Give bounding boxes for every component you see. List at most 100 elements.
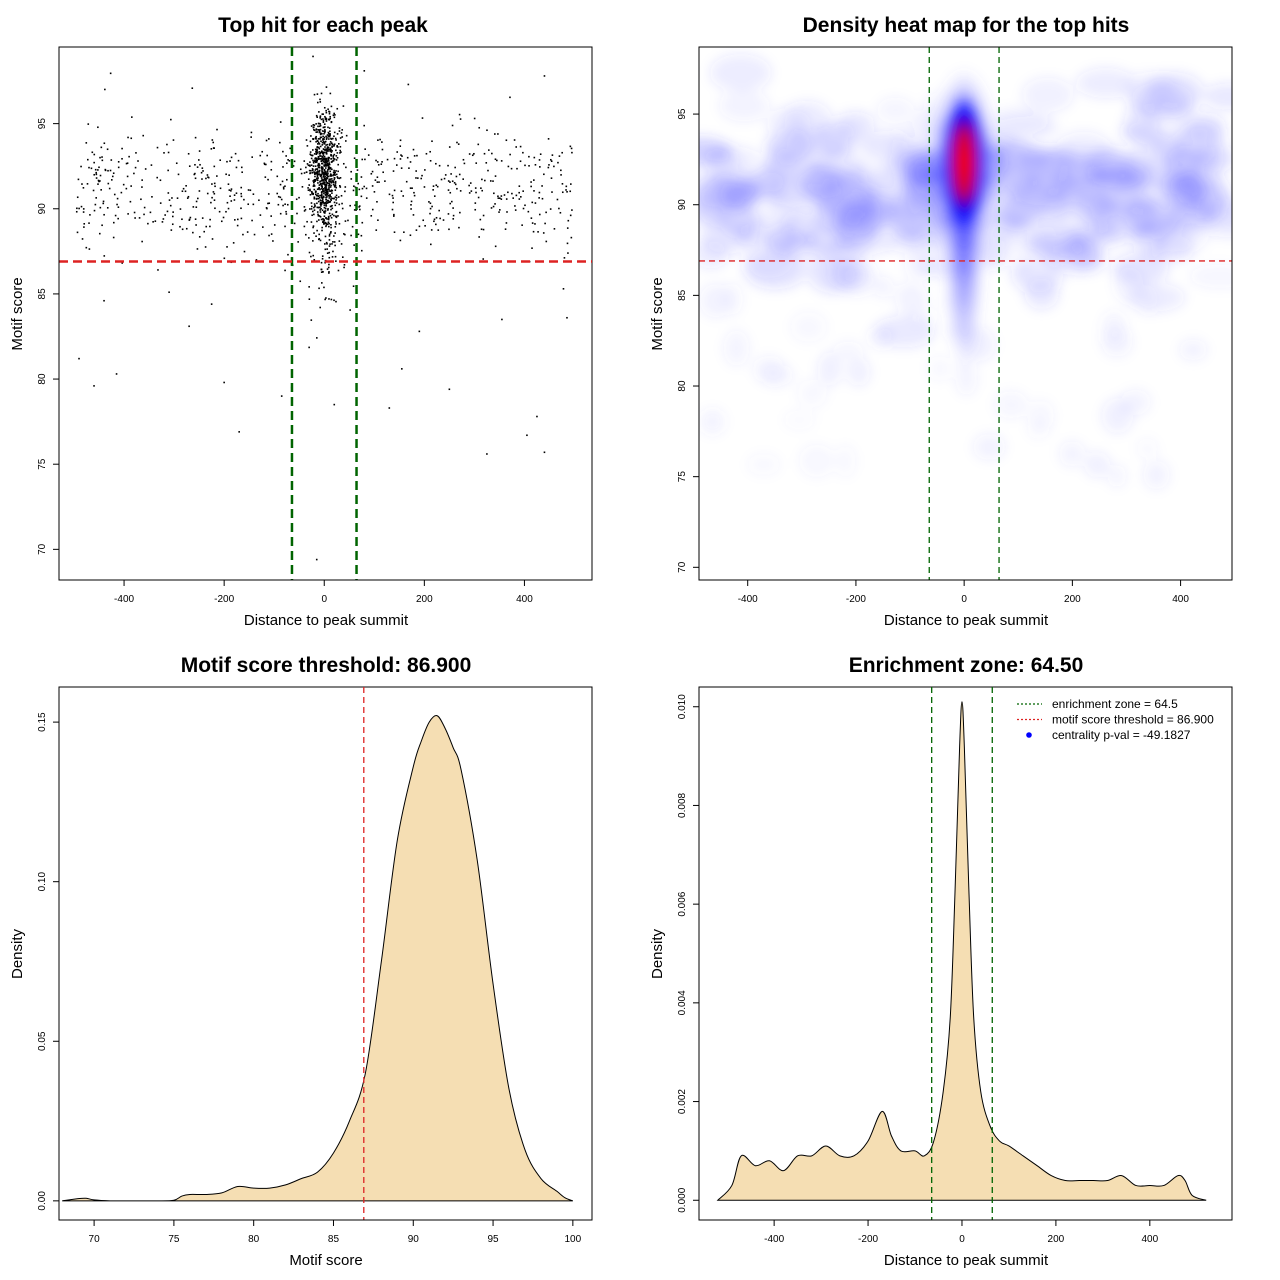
distance-density-y-tick-label: 0.002 (677, 1089, 688, 1114)
scatter-point (323, 223, 325, 225)
scatter-point (313, 180, 315, 183)
scatter-point (323, 123, 326, 125)
scatter-point (326, 137, 328, 139)
scatter-point (569, 214, 572, 217)
scatter-point (323, 164, 325, 166)
scatter-point (307, 164, 310, 167)
scatter-point (330, 196, 332, 198)
scatter-point (524, 164, 526, 167)
heatmap-x-tick-label: -200 (846, 594, 866, 605)
scatter-point (474, 187, 477, 189)
scatter-point (341, 202, 343, 205)
scatter-point (116, 197, 119, 200)
scatter-point (323, 181, 325, 184)
scatter-point (429, 159, 432, 162)
scatter-point (314, 175, 316, 178)
scatter-point (327, 215, 330, 218)
scatter-point (308, 169, 311, 172)
scatter-point (317, 158, 320, 161)
scatter-point (325, 159, 328, 161)
scatter-point (565, 185, 568, 188)
scatter-point (541, 197, 544, 200)
scatter-point (429, 150, 431, 153)
scatter-point (450, 173, 452, 175)
heatmap-density-blob (1203, 83, 1232, 110)
legend-entry-label: enrichment zone = 64.5 (1052, 697, 1178, 711)
scatter-point (317, 177, 319, 179)
scatter-point (214, 185, 216, 188)
scatter-point (380, 163, 383, 165)
scatter-point (325, 198, 328, 201)
scatter-point (311, 210, 314, 213)
scatter-point (333, 201, 336, 204)
scatter-point (159, 179, 162, 182)
heatmap-density-blob (743, 238, 795, 279)
scatter-point (117, 161, 120, 163)
distance-density-y-tick-label: 0.006 (677, 891, 688, 916)
scatter-point (433, 218, 436, 221)
scatter-point (493, 192, 495, 195)
scatter-point (292, 165, 295, 167)
scatter-point (494, 158, 497, 161)
scatter-point (321, 221, 324, 223)
scatter-point (454, 166, 456, 169)
scatter-point (243, 250, 246, 253)
scatter-point (323, 155, 326, 158)
scatter-point (314, 159, 316, 162)
scatter-point (240, 195, 243, 198)
scatter-point (317, 157, 319, 160)
scatter-point (456, 141, 458, 144)
scatter-point (311, 190, 313, 193)
scatter-point (507, 191, 509, 194)
scatter-point (321, 282, 323, 284)
scatter-x-tick-label: 400 (516, 594, 533, 605)
heatmap-density-blob (873, 276, 894, 298)
scatter-point (226, 160, 228, 163)
scatter-point (320, 196, 323, 198)
scatter-point (326, 174, 329, 177)
scatter-point (353, 157, 356, 159)
scatter-point (319, 145, 322, 148)
scatter-point (339, 185, 341, 187)
scatter-point (213, 199, 216, 201)
scatter-point (312, 185, 315, 187)
scatter-point (565, 189, 567, 191)
enrichment-zone-lines (931, 687, 993, 1220)
scatter-point (361, 187, 364, 190)
scatter-point (329, 186, 332, 188)
heatmap-density-blob (1030, 236, 1094, 258)
score-density-x-tick-label: 85 (328, 1234, 340, 1245)
scatter-point (211, 196, 213, 199)
scatter-point (549, 208, 552, 210)
scatter-point (337, 143, 340, 145)
scatter-point (295, 198, 298, 201)
scatter-point (318, 129, 321, 132)
scatter-point (497, 197, 500, 199)
scatter-point (104, 88, 106, 91)
scatter-point (570, 147, 573, 150)
scatter-x-tick-label: -400 (114, 594, 134, 605)
scatter-point (344, 190, 346, 193)
scatter-point (309, 208, 311, 210)
scatter-point (334, 114, 336, 116)
scatter-point (134, 217, 136, 219)
scatter-point (317, 197, 320, 200)
scatter-point (344, 220, 347, 222)
scatter-point (500, 195, 503, 197)
scatter-point (498, 211, 500, 213)
heatmap-density-blob (1059, 441, 1086, 467)
scatter-point (338, 177, 341, 180)
scatter-point (324, 191, 326, 194)
scatter-y-tick-label: 90 (37, 203, 48, 215)
scatter-point (310, 221, 313, 223)
scatter-point (333, 131, 336, 134)
scatter-point (526, 434, 528, 437)
heatmap-density-blob (1001, 172, 1038, 196)
scatter-point (328, 263, 330, 266)
scatter-point (250, 136, 252, 138)
scatter-point (401, 155, 403, 157)
scatter-point (378, 181, 380, 183)
scatter-point (126, 175, 129, 178)
scatter-point (402, 195, 405, 197)
scatter-point (432, 189, 434, 191)
